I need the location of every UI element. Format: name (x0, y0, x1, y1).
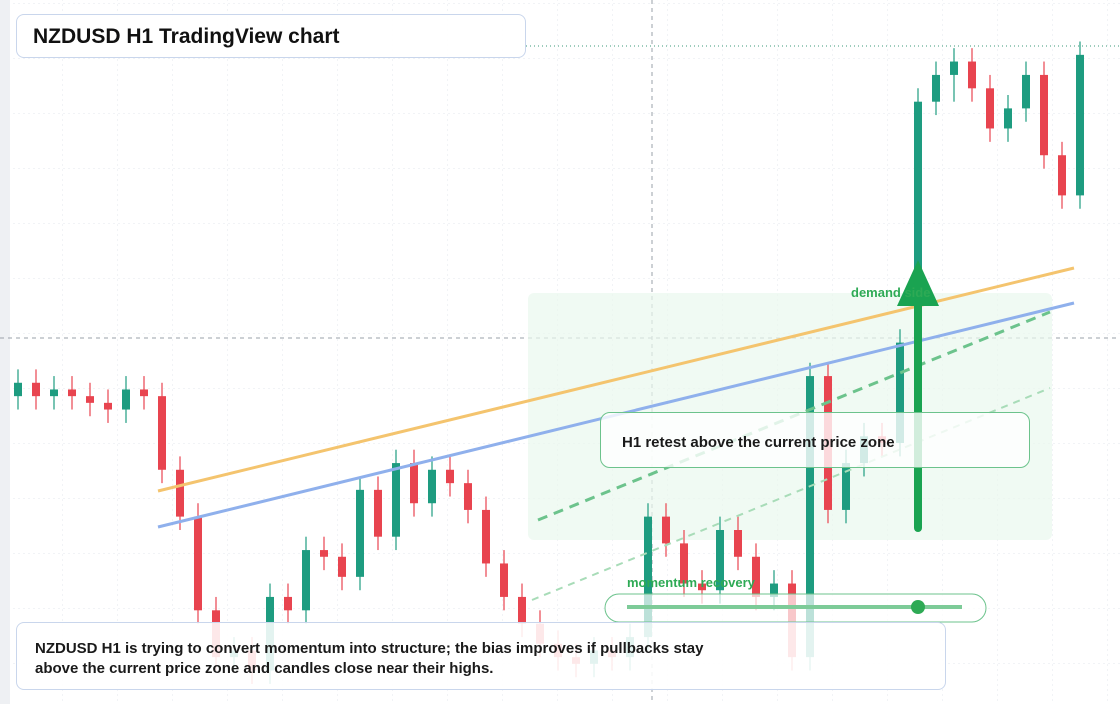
candle-body (392, 463, 400, 537)
candle-body (1022, 74, 1030, 109)
candle-body (986, 88, 994, 129)
candle-body (734, 530, 742, 557)
candle-body (194, 516, 202, 611)
retest-box: H1 retest above the current price zone (600, 412, 1030, 468)
title-box: NZDUSD H1 TradingView chart (16, 14, 526, 58)
channel-line-lower (531, 387, 1051, 601)
candle-body (770, 583, 778, 597)
candle-body (320, 550, 328, 557)
arrow-head (897, 260, 939, 306)
candle-body (680, 543, 688, 584)
left-edge (0, 0, 10, 704)
momentum-label: momentum recovery (627, 575, 755, 590)
candle-body (410, 463, 418, 504)
retest-label: H1 retest above the current price zone (622, 434, 895, 451)
candle-body (104, 402, 112, 410)
candle-body (284, 596, 292, 611)
candle-body (338, 556, 346, 577)
candle-body (176, 469, 184, 517)
candle-body (14, 382, 22, 397)
candle-body (464, 483, 472, 510)
candle-body (86, 396, 94, 403)
candle-body (752, 556, 760, 597)
candle-body (356, 489, 364, 577)
candle-body (50, 389, 58, 397)
demand-label: demand side (851, 285, 931, 300)
chart-title: NZDUSD H1 TradingView chart (33, 25, 340, 48)
candle-body (716, 530, 724, 591)
candle-body (158, 396, 166, 470)
candle-body (806, 376, 814, 658)
candle-body (482, 509, 490, 564)
candle-body (1058, 155, 1066, 196)
candle-body (644, 516, 652, 638)
momentum-dot (911, 600, 925, 614)
candle-body (698, 583, 706, 591)
note-text: NZDUSD H1 is trying to convert momentum … (35, 640, 704, 677)
candle-body (932, 74, 940, 102)
candle-body (968, 61, 976, 89)
candle-body (914, 101, 922, 343)
candle-body (122, 389, 130, 410)
candle-body (1004, 108, 1012, 129)
candle-body (500, 563, 508, 597)
candle-body (1076, 54, 1084, 196)
candle-body (662, 516, 670, 544)
candle-body (446, 469, 454, 484)
candle-body (140, 389, 148, 397)
candle-body (374, 489, 382, 537)
candle-body (518, 596, 526, 624)
candle-body (896, 342, 904, 443)
candle-body (1040, 74, 1048, 156)
candle-body (68, 389, 76, 397)
candle-body (32, 382, 40, 397)
candle-body (842, 463, 850, 510)
candle-body (302, 550, 310, 611)
candle-body (950, 61, 958, 75)
candle-body (428, 469, 436, 504)
note-box: NZDUSD H1 is trying to convert momentum … (16, 622, 946, 690)
